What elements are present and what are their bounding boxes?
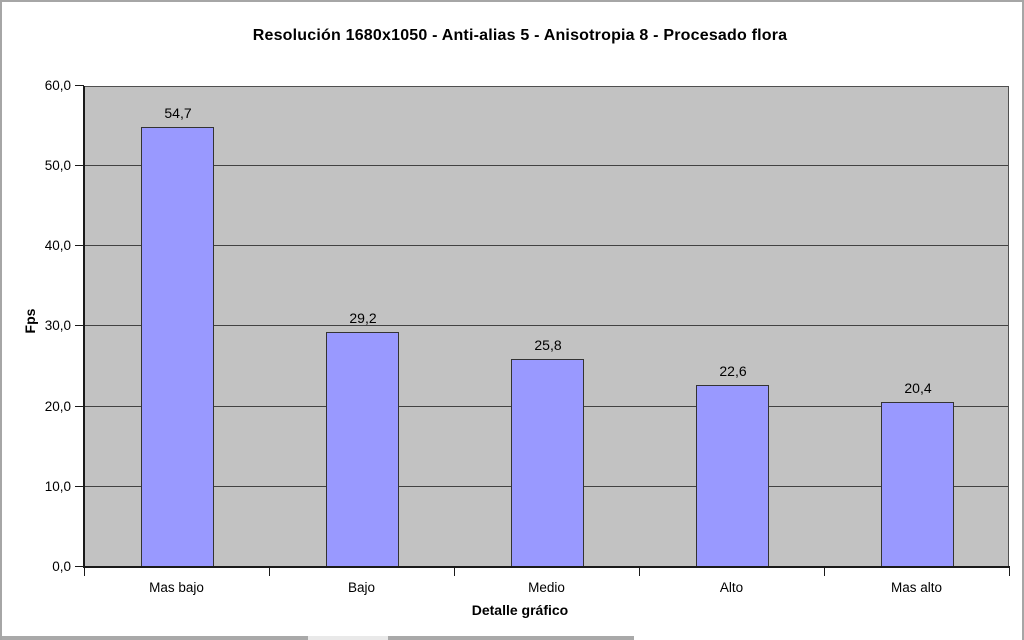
x-tick-mark <box>454 567 455 576</box>
y-tick-mark <box>75 165 84 166</box>
x-tick-mark <box>1009 567 1010 576</box>
y-tick-label: 30,0 <box>44 318 71 333</box>
gridline <box>85 245 1008 246</box>
x-category-label: Bajo <box>347 580 376 595</box>
gridline <box>85 165 1008 166</box>
plot-area: 54,7 29,2 25,8 22,6 20,4 <box>84 86 1009 567</box>
y-tick-label: 10,0 <box>44 479 71 494</box>
bottom-strip <box>2 636 634 640</box>
x-category-label: Medio <box>528 580 565 595</box>
x-tick-mark <box>824 567 825 576</box>
bar <box>326 332 399 566</box>
y-tick-label: 50,0 <box>44 158 71 173</box>
x-tick-mark <box>269 567 270 576</box>
chart-title: Resolución 1680x1050 - Anti-alias 5 - An… <box>252 27 788 44</box>
x-tick-mark <box>84 567 85 576</box>
bar <box>511 359 584 566</box>
y-tick-label: 60,0 <box>44 78 71 93</box>
y-tick-mark <box>75 566 84 567</box>
bar-value-label: 20,4 <box>904 380 932 396</box>
bar-value-label: 22,6 <box>719 363 747 379</box>
y-tick-label: 0,0 <box>52 559 71 574</box>
x-category-label: Mas alto <box>890 580 943 595</box>
x-tick-mark <box>639 567 640 576</box>
y-tick-mark <box>75 486 84 487</box>
y-tick-mark <box>75 85 84 86</box>
y-tick-label: 40,0 <box>44 238 71 253</box>
bar <box>696 385 769 566</box>
x-axis-line <box>83 566 1010 568</box>
bar-value-label: 25,8 <box>534 337 562 353</box>
bar-value-label: 29,2 <box>349 310 377 326</box>
bar <box>881 402 954 566</box>
bottom-strip-light-segment <box>308 636 388 640</box>
x-axis-title: Detalle gráfico <box>471 602 569 618</box>
bar <box>141 127 214 566</box>
bar-value-label: 54,7 <box>164 105 192 121</box>
x-category-label: Alto <box>719 580 744 595</box>
y-tick-mark <box>75 406 84 407</box>
y-tick-label: 20,0 <box>44 399 71 414</box>
x-category-label: Mas bajo <box>149 580 204 595</box>
gridline <box>85 325 1008 326</box>
y-tick-mark <box>75 245 84 246</box>
y-axis-line <box>83 86 85 568</box>
y-tick-mark <box>75 325 84 326</box>
